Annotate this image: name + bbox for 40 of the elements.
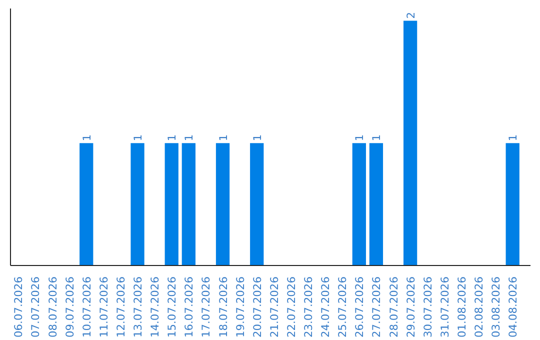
data-label: 1 (506, 134, 520, 142)
data-label: 1 (80, 134, 94, 142)
x-tick-label: 10.07.2026 (80, 276, 94, 338)
x-tick-label: 15.07.2026 (166, 276, 179, 338)
data-label: 1 (250, 134, 264, 142)
x-tick-label: 19.07.2026 (234, 276, 247, 338)
x-tick-label: 27.07.2026 (370, 276, 384, 338)
x-tick-label: 17.07.2026 (200, 276, 213, 338)
x-tick-label: 14.07.2026 (148, 276, 162, 338)
x-tick-label: 11.07.2026 (97, 276, 110, 338)
x-tick-label: 30.07.2026 (421, 276, 434, 338)
x-tick-label: 13.07.2026 (132, 276, 145, 338)
x-tick-label: 24.07.2026 (319, 276, 332, 338)
x-tick-label: 22.07.2026 (284, 276, 298, 338)
data-label: 1 (166, 134, 179, 142)
data-label: 1 (132, 134, 145, 142)
x-tick-label: 08.07.2026 (46, 276, 60, 338)
data-label: 1 (182, 134, 196, 142)
x-tick-label: 01.08.2026 (455, 276, 468, 338)
x-tick-label: 23.07.2026 (302, 276, 316, 338)
data-label: 1 (370, 134, 384, 142)
x-tick-label: 09.07.2026 (63, 276, 76, 338)
data-label: 1 (353, 134, 366, 142)
x-tick-label: 25.07.2026 (336, 276, 350, 338)
x-tick-label: 16.07.2026 (182, 276, 196, 338)
x-tick-label: 07.07.2026 (29, 276, 42, 338)
x-tick-label: 29.07.2026 (404, 276, 418, 338)
x-tick-label: 18.07.2026 (216, 276, 230, 338)
x-tick-label: 12.07.2026 (114, 276, 128, 338)
x-tick-label: 28.07.2026 (387, 276, 400, 338)
x-tick-label: 20.07.2026 (250, 276, 264, 338)
x-tick-label: 21.07.2026 (268, 276, 281, 338)
data-label: 2 (404, 12, 418, 19)
data-label: 1 (216, 134, 230, 142)
x-tick-label: 06.07.2026 (12, 276, 26, 338)
x-tick-label: 26.07.2026 (353, 276, 366, 338)
x-tick-label: 03.08.2026 (490, 276, 503, 338)
x-tick-label: 04.08.2026 (506, 276, 520, 338)
x-tick-label: 31.07.2026 (438, 276, 452, 338)
x-tick-label: 02.08.2026 (472, 276, 486, 338)
